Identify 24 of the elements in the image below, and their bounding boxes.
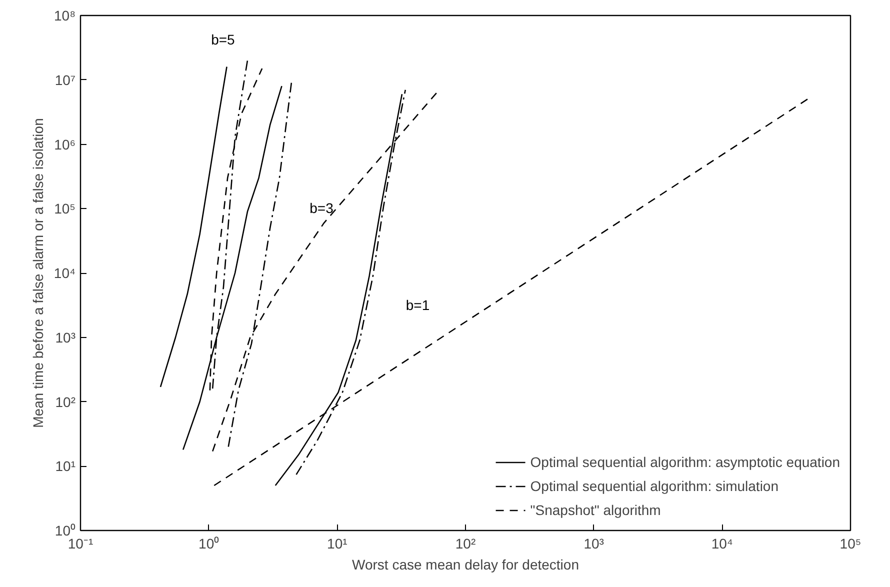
y-tick-label: 10⁰ (54, 522, 76, 538)
x-axis-title: Worst case mean delay for detection (352, 556, 579, 572)
x-tick-label: 10³ (584, 536, 604, 552)
legend-label: Optimal sequential algorithm: asymptotic equation (530, 454, 840, 470)
y-tick-label: 10¹ (55, 458, 76, 474)
x-tick-label: 10⁵ (840, 536, 862, 552)
legend-label: Optimal sequential algorithm: simulation (530, 478, 779, 494)
y-tick-label: 10⁶ (54, 136, 76, 152)
x-tick-label: 10⁻¹ (68, 536, 94, 552)
annotation: b=5 (211, 32, 236, 48)
y-tick-label: 10⁵ (54, 200, 76, 217)
x-tick-label: 10¹ (327, 536, 348, 552)
x-tick-label: 10⁴ (711, 536, 733, 552)
y-tick-label: 10⁴ (54, 265, 76, 281)
y-tick-label: 10³ (55, 329, 76, 346)
y-tick-label: 10⁷ (54, 72, 76, 88)
x-tick-label: 10⁰ (198, 536, 220, 552)
annotation: b=3 (310, 200, 334, 216)
annotation: b=1 (406, 296, 430, 313)
y-tick-label: 10⁸ (54, 8, 76, 24)
y-tick-label: 10² (55, 394, 76, 410)
x-tick-label: 10² (455, 536, 476, 552)
legend-label: "Snapshot" algorithm (530, 502, 661, 518)
y-axis-title: Mean time before a false alarm or a false isolation (30, 118, 46, 428)
